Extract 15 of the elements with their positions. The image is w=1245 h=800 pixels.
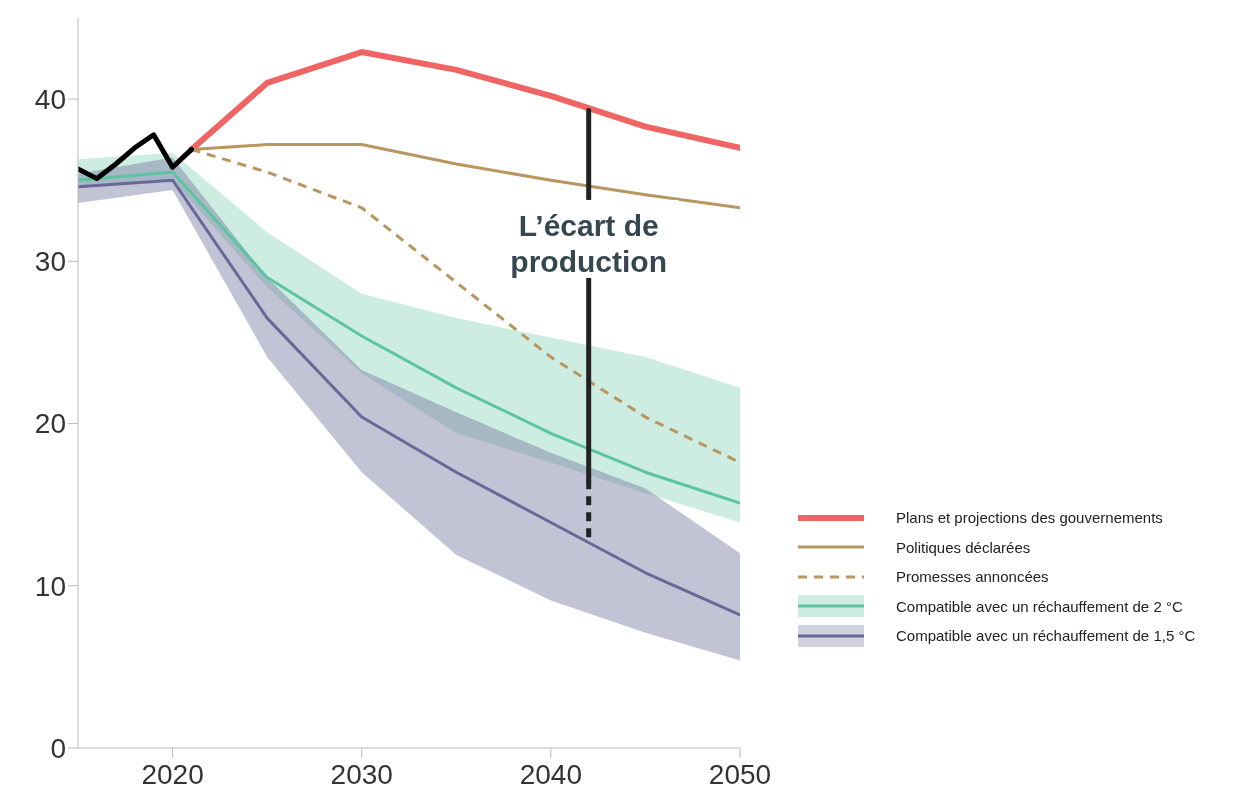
legend-label: Plans et projections des gouvernements xyxy=(896,509,1163,527)
y-tick-label: 20 xyxy=(34,408,66,440)
x-tick-label: 2040 xyxy=(519,758,583,790)
annotation: L’écart de production xyxy=(510,208,668,278)
y-tick-label: 40 xyxy=(34,84,66,116)
legend-label: Promesses annoncées xyxy=(896,568,1049,586)
legend-label: Politiques déclarées xyxy=(896,538,1031,556)
x-tick-label: 2050 xyxy=(708,758,772,790)
x-tick-label: 2020 xyxy=(141,758,204,790)
legend-label: Compatible avec un réchauffement de 2 °C xyxy=(896,597,1183,615)
legend-label: Compatible avec un réchauffement de 1,5 °C xyxy=(896,627,1196,645)
y-tick-label: 0 xyxy=(50,732,66,764)
y-tick-label: 30 xyxy=(34,246,66,278)
x-tick-label: 2030 xyxy=(330,758,393,790)
y-tick-label: 10 xyxy=(34,570,66,602)
